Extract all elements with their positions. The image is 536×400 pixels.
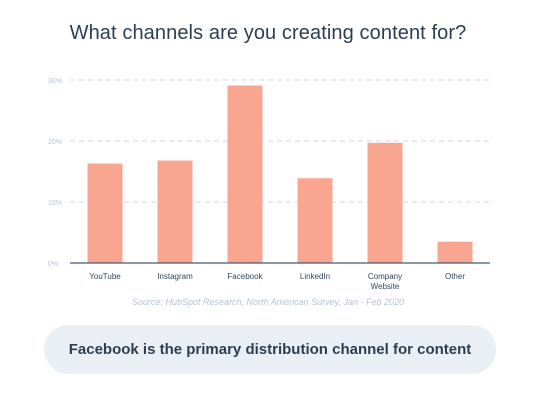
x-tick-label: Company	[368, 272, 402, 281]
x-tick-label: Instagram	[157, 272, 193, 281]
x-tick-label: LinkedIn	[300, 272, 330, 281]
bar-facebook	[227, 85, 263, 264]
x-tick-label: Website	[371, 282, 400, 291]
bar-other	[437, 241, 473, 263]
chart-title: What channels are you creating content f…	[69, 22, 467, 44]
y-tick-label: 30%	[48, 78, 62, 85]
bar-linkedin	[297, 178, 333, 263]
x-tick-label: Facebook	[227, 272, 263, 281]
y-tick-label: 0%	[48, 261, 58, 268]
x-tick-label: Other	[445, 272, 465, 281]
bar-chart: 0% 10% 20% 30% YouTube Instagram Facebook Linke…	[48, 78, 490, 291]
bar-instagram	[157, 160, 193, 263]
x-tick-label: YouTube	[89, 272, 121, 281]
bar-youtube	[87, 163, 123, 263]
y-tick-label: 20%	[48, 139, 62, 146]
y-tick-label: 10%	[48, 200, 62, 207]
source-note: Source: HubSpot Research, North American…	[131, 297, 405, 307]
bar-company-website	[367, 142, 403, 263]
takeaway-text: Facebook is the primary distribution cha…	[68, 341, 472, 358]
takeaway-banner: Facebook is the primary distribution cha…	[44, 325, 496, 374]
